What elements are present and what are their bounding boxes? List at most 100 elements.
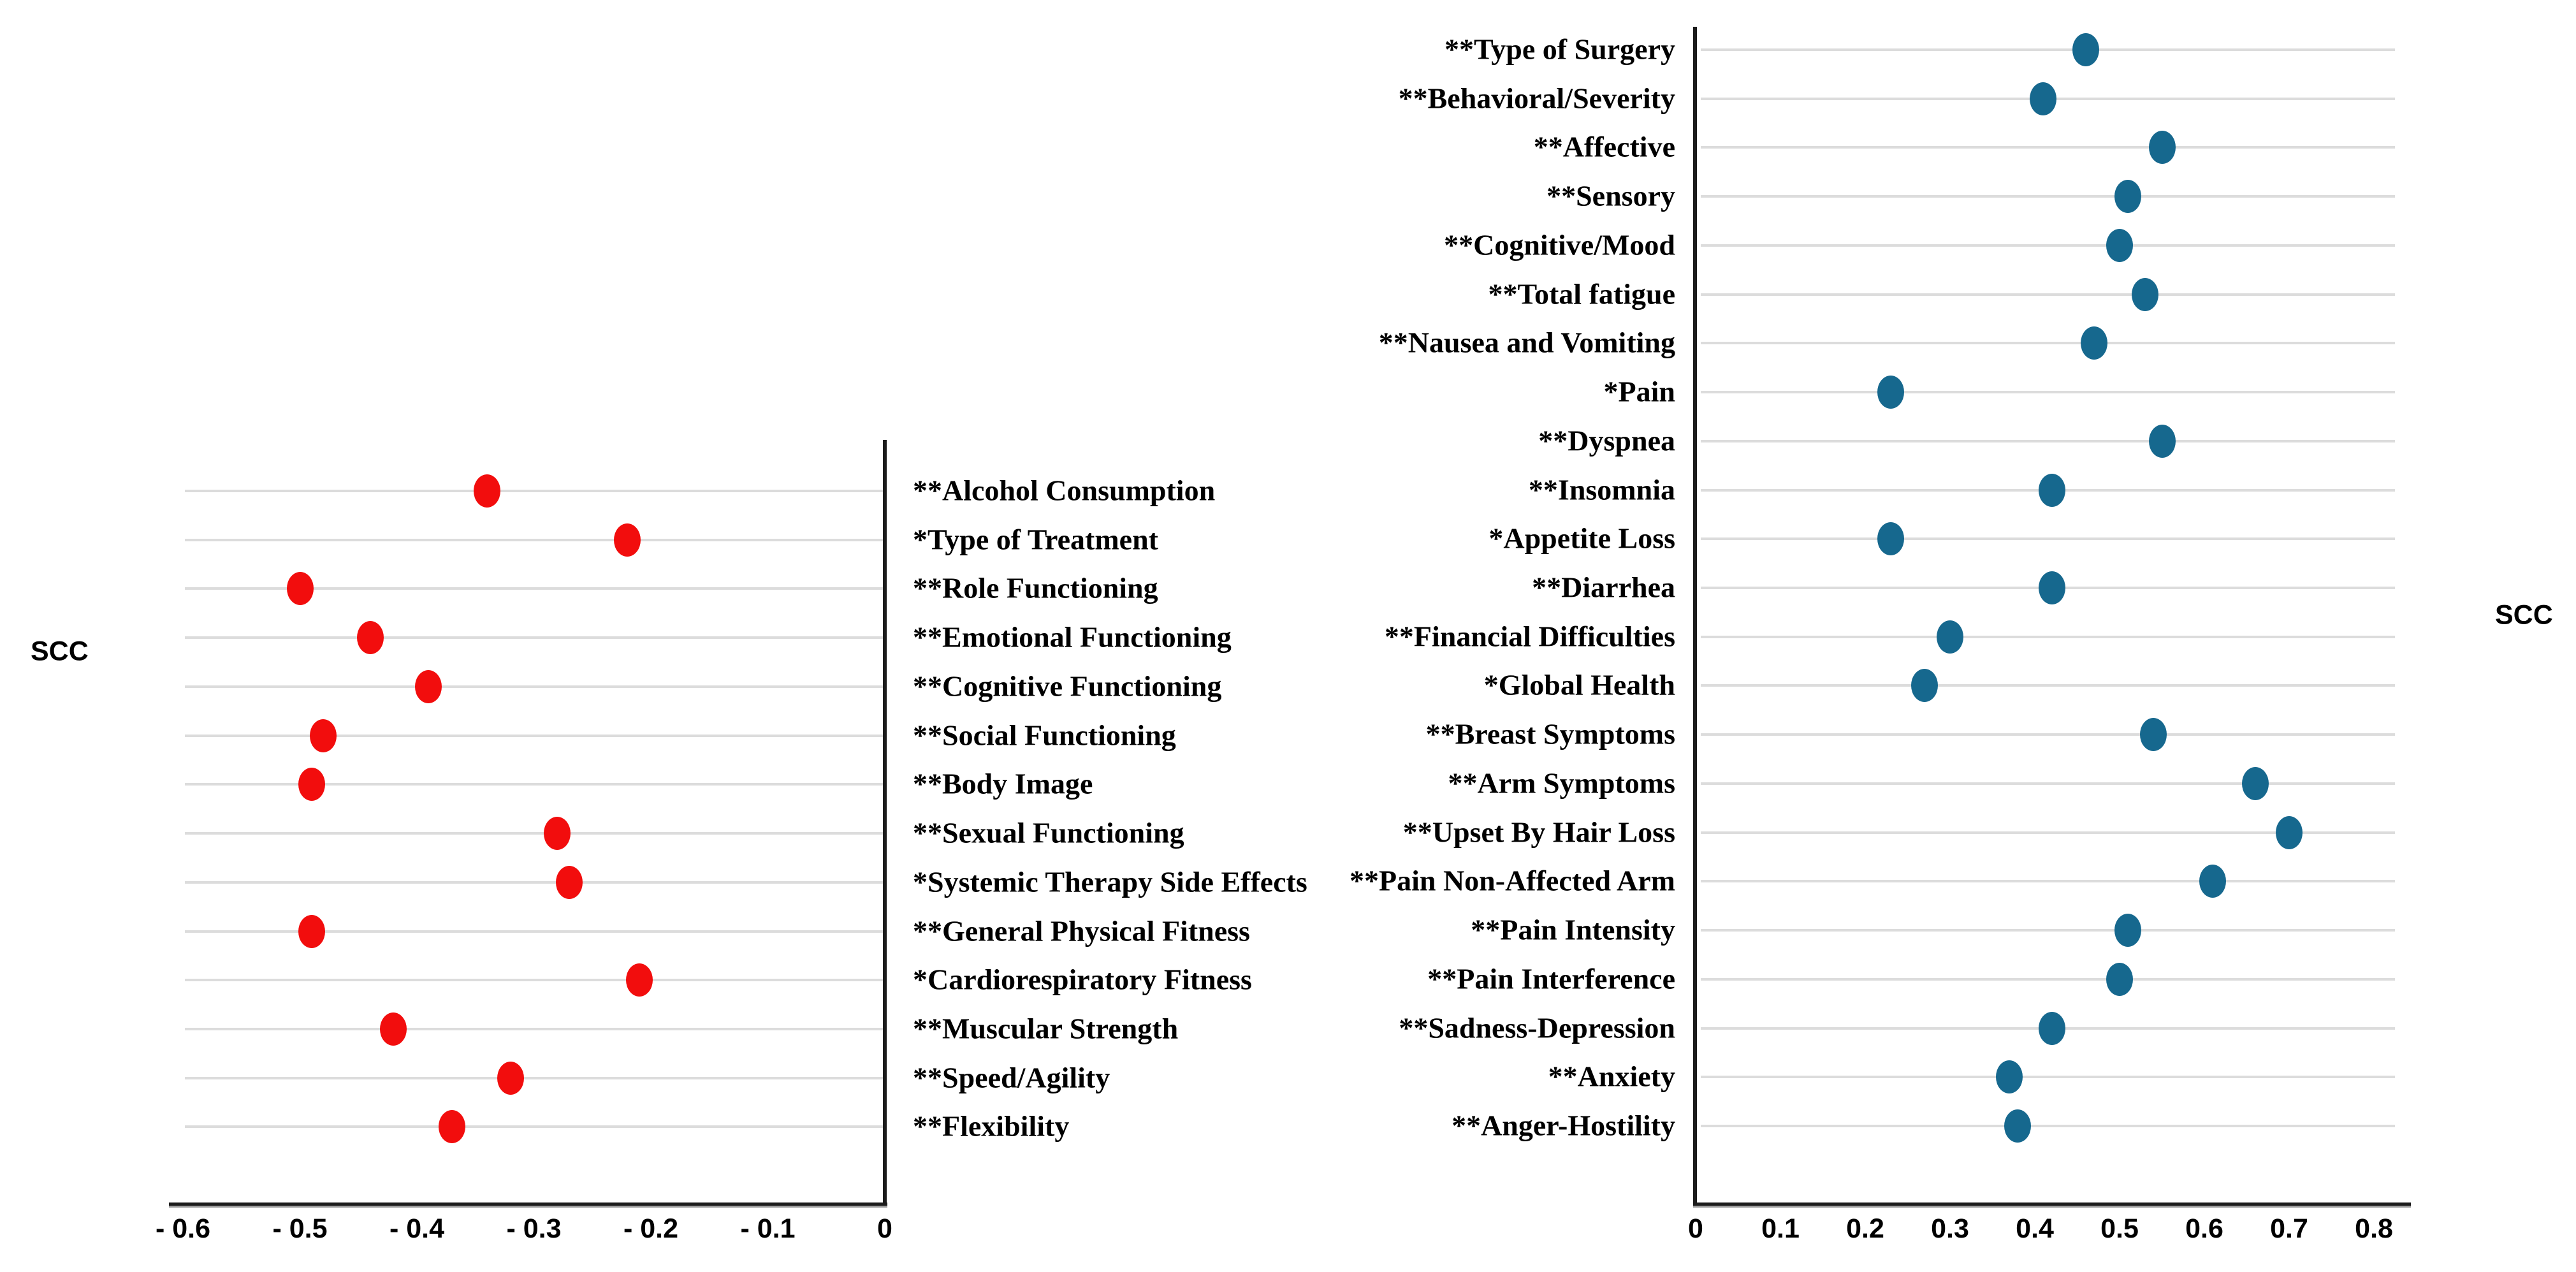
gridline	[185, 832, 885, 835]
gridline	[1701, 635, 2395, 638]
gridline	[1701, 48, 2395, 51]
data-point-dot	[474, 474, 501, 508]
gridline	[185, 881, 885, 884]
category-label: *Type of Treatment	[913, 523, 1158, 556]
gridline	[185, 538, 885, 541]
data-point-dot	[380, 1012, 407, 1046]
x-axis-line	[169, 1203, 887, 1206]
gridline	[1701, 391, 2395, 394]
gridline	[185, 1076, 885, 1079]
x-tick-label: 0.7	[2270, 1213, 2308, 1244]
gridline	[185, 490, 885, 492]
category-label: **Cognitive/Mood	[1444, 228, 1675, 261]
right-axis-title-scc: SCC	[2495, 599, 2553, 631]
data-point-dot	[497, 1061, 524, 1095]
gridline	[1701, 1125, 2395, 1128]
x-tick-label: - 0.3	[506, 1213, 562, 1244]
category-label: **Cognitive Functioning	[913, 669, 1222, 703]
data-point-dot	[2140, 718, 2167, 752]
data-point-dot	[439, 1110, 466, 1144]
gridline	[1701, 880, 2395, 883]
x-tick-label: 0.8	[2355, 1213, 2393, 1244]
data-point-dot	[2276, 815, 2303, 849]
category-label: *Cardiorespiratory Fitness	[913, 963, 1252, 996]
category-label: *Systemic Therapy Side Effects	[913, 865, 1307, 898]
gridline	[185, 930, 885, 933]
category-label: **Flexibility	[913, 1109, 1070, 1143]
gridline	[1701, 293, 2395, 296]
category-label: **Nausea and Vomiting	[1378, 326, 1675, 359]
gridline	[1701, 146, 2395, 149]
gridline	[185, 979, 885, 982]
data-point-dot	[1877, 376, 1904, 409]
category-label: **Pain Intensity	[1471, 913, 1675, 946]
data-point-dot	[1877, 522, 1904, 556]
gridline	[1701, 342, 2395, 345]
data-point-dot	[310, 719, 337, 752]
x-tick-label: 0.4	[2016, 1213, 2054, 1244]
category-label: **Alcohol Consumption	[913, 474, 1216, 507]
category-label: **Affective	[1533, 130, 1675, 163]
gridline	[185, 1028, 885, 1031]
category-label: **Insomnia	[1528, 473, 1675, 506]
category-label: **Body Image	[913, 767, 1093, 800]
gridline	[1701, 684, 2395, 687]
gridline	[185, 783, 885, 786]
x-axis-shadow-line	[169, 1206, 887, 1208]
x-tick-label: 0.6	[2185, 1213, 2223, 1244]
zero-axis-line	[1693, 27, 1697, 1205]
data-point-dot	[2131, 277, 2158, 311]
x-axis-line	[1693, 1203, 2411, 1206]
category-label: **Arm Symptoms	[1448, 766, 1675, 800]
gridline	[1701, 244, 2395, 247]
gridline	[185, 587, 885, 590]
data-point-dot	[2148, 131, 2176, 164]
x-tick-label: 0	[1688, 1213, 1703, 1244]
data-point-dot	[356, 621, 384, 655]
category-label: **Breast Symptoms	[1425, 717, 1675, 750]
category-label: **Dyspnea	[1538, 424, 1675, 457]
gridline	[1701, 1076, 2395, 1079]
data-point-dot	[2199, 865, 2227, 898]
data-point-dot	[286, 572, 314, 606]
data-point-dot	[614, 523, 641, 557]
data-point-dot	[2106, 228, 2133, 262]
data-point-dot	[555, 865, 583, 899]
gridline	[1701, 977, 2395, 981]
x-tick-label: 0.3	[1931, 1213, 1969, 1244]
category-label: **Upset By Hair Loss	[1402, 815, 1675, 849]
gridline	[1701, 439, 2395, 442]
x-tick-label: - 0.1	[740, 1213, 796, 1244]
gridline	[1701, 929, 2395, 932]
x-axis-shadow-line	[1693, 1206, 2411, 1208]
data-point-dot	[2081, 326, 2108, 360]
category-label: **Financial Difficulties	[1384, 620, 1675, 653]
left-axis-title-scc: SCC	[31, 636, 89, 667]
category-label: **Diarrhea	[1532, 571, 1675, 604]
category-label: **Type of Surgery	[1444, 33, 1675, 66]
category-label: **General Physical Fitness	[913, 914, 1250, 947]
category-label: **Pain Non-Affected Arm	[1349, 864, 1675, 897]
data-point-dot	[2114, 180, 2142, 214]
data-point-dot	[2148, 424, 2176, 458]
data-point-dot	[2038, 1011, 2065, 1045]
data-point-dot	[544, 817, 571, 851]
data-point-dot	[298, 914, 325, 948]
category-label: **Sadness-Depression	[1399, 1011, 1675, 1044]
x-tick-label: 0.1	[1761, 1213, 1800, 1244]
category-label: **Total fatigue	[1488, 277, 1675, 311]
category-label: **Behavioral/Severity	[1398, 82, 1675, 115]
data-point-dot	[415, 669, 442, 703]
category-label: *Global Health	[1483, 668, 1675, 701]
data-point-dot	[298, 768, 325, 801]
category-label: *Appetite Loss	[1488, 522, 1675, 555]
x-tick-label: 0	[877, 1213, 892, 1244]
x-tick-label: - 0.2	[623, 1213, 679, 1244]
x-tick-label: - 0.6	[155, 1213, 211, 1244]
category-label: **Sexual Functioning	[913, 816, 1184, 849]
data-point-dot	[2004, 1109, 2032, 1143]
gridline	[185, 685, 885, 688]
data-point-dot	[2106, 962, 2133, 996]
